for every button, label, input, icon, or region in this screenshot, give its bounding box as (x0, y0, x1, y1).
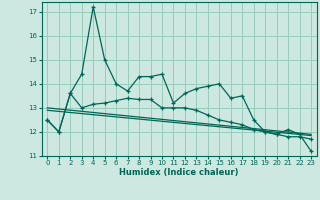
X-axis label: Humidex (Indice chaleur): Humidex (Indice chaleur) (119, 168, 239, 177)
